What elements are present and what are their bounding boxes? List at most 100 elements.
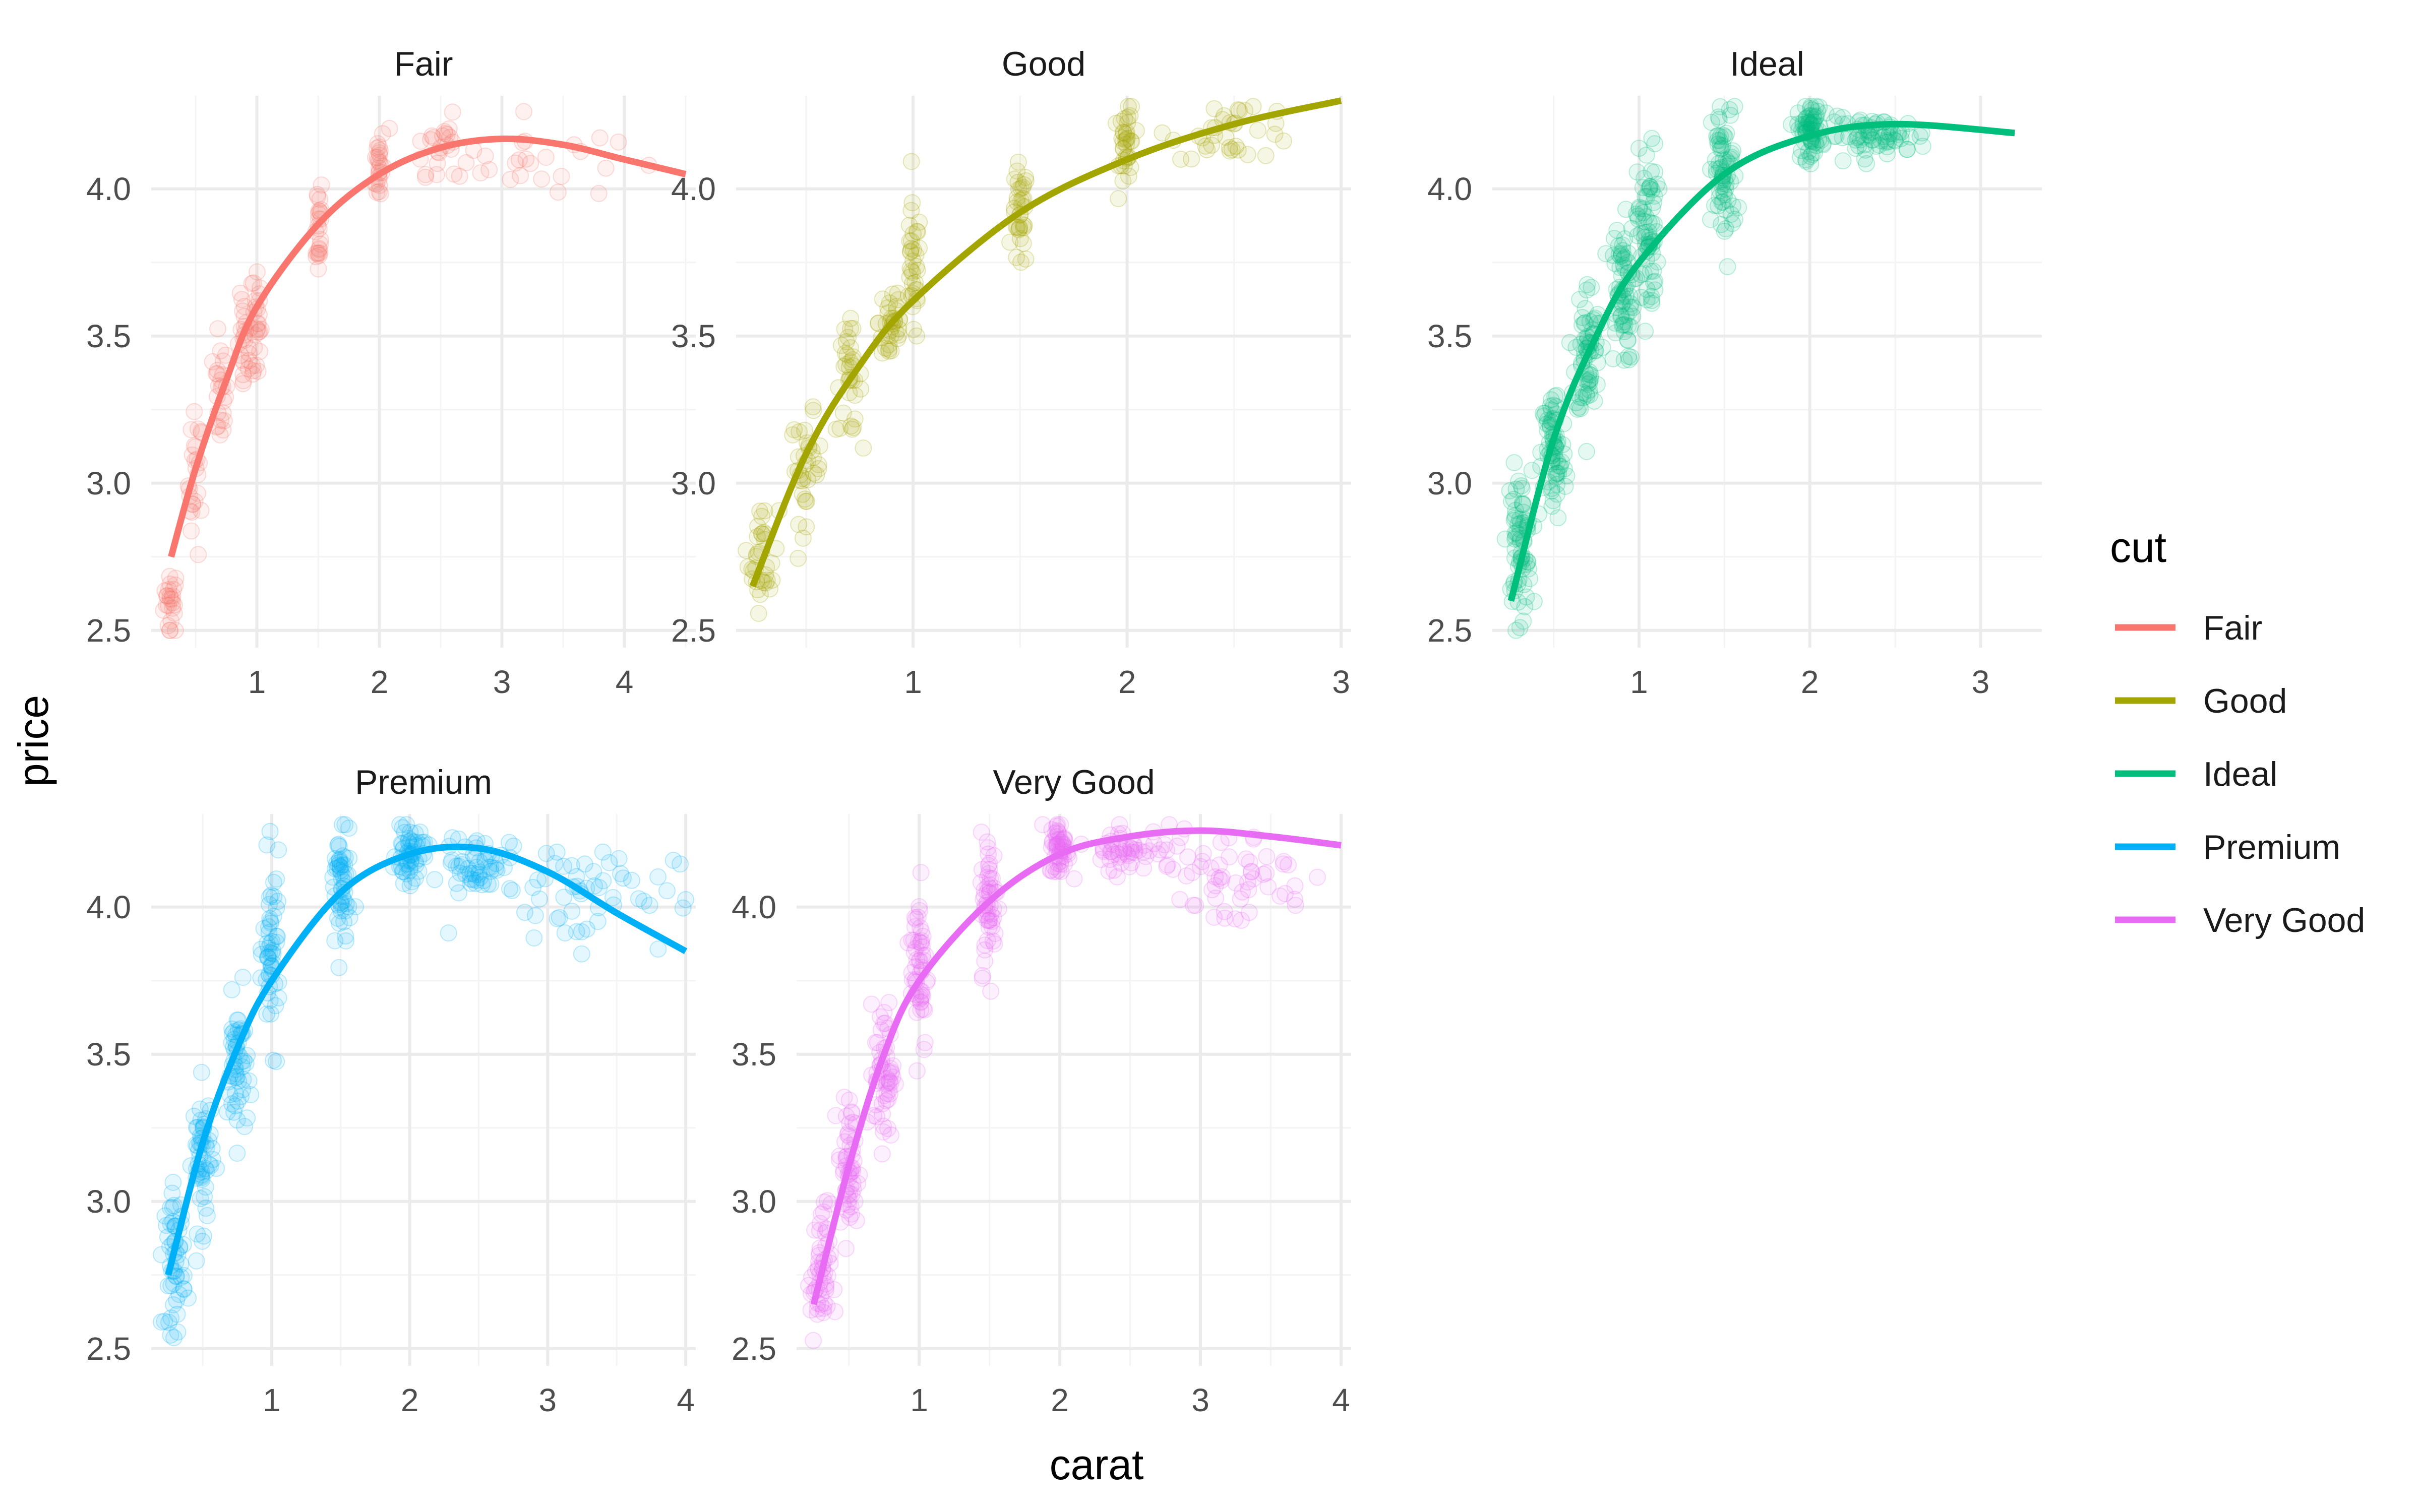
data-point <box>1505 454 1523 471</box>
data-point <box>1100 862 1118 880</box>
data-point <box>798 492 815 510</box>
data-point <box>1011 219 1028 236</box>
data-point <box>979 833 996 851</box>
data-point <box>911 239 928 257</box>
data-point <box>1803 146 1821 163</box>
data-point <box>407 856 425 873</box>
data-point <box>1216 903 1233 920</box>
data-point <box>979 868 996 886</box>
data-point <box>251 343 269 360</box>
data-point <box>1797 151 1814 168</box>
data-point <box>839 329 857 346</box>
data-point <box>1809 102 1827 120</box>
data-point <box>1280 856 1297 874</box>
data-point <box>1612 308 1629 326</box>
data-point <box>165 1296 182 1313</box>
data-point <box>843 1205 860 1223</box>
data-point <box>235 355 253 372</box>
data-point <box>1629 210 1647 228</box>
data-point <box>908 223 926 240</box>
data-point <box>1016 217 1033 234</box>
data-point <box>1017 250 1035 268</box>
data-point <box>911 990 929 1007</box>
panel-very-good: Very Good 2.5 3.0 3.5 4.0 1 2 3 4 <box>732 763 1351 1418</box>
data-point <box>309 244 326 262</box>
data-point <box>1807 137 1825 154</box>
data-point <box>337 865 354 883</box>
data-point <box>412 133 430 150</box>
data-point <box>264 945 282 963</box>
data-point <box>1615 323 1633 341</box>
data-point <box>1712 140 1729 158</box>
data-point <box>1205 909 1223 926</box>
x-tick-label: 1 <box>904 664 922 700</box>
data-point <box>546 855 564 872</box>
data-point <box>476 147 494 165</box>
data-point <box>907 939 925 957</box>
data-point <box>533 170 551 188</box>
data-point <box>1549 509 1567 527</box>
data-point <box>981 861 998 878</box>
data-point <box>369 140 386 157</box>
data-point <box>1048 863 1065 880</box>
fit-line <box>810 827 1342 1305</box>
x-tick-label: 1 <box>910 1382 928 1418</box>
data-point <box>270 841 287 859</box>
data-point <box>904 252 922 270</box>
data-point <box>841 1115 859 1132</box>
data-point <box>902 262 920 280</box>
data-point <box>464 865 482 882</box>
data-point <box>825 1281 843 1298</box>
data-point <box>165 1329 183 1347</box>
data-point <box>901 243 919 261</box>
data-point <box>841 1209 859 1226</box>
data-point <box>461 865 479 883</box>
data-point <box>1119 108 1137 126</box>
data-point <box>1017 172 1035 190</box>
data-point <box>911 213 928 231</box>
data-point <box>1621 287 1639 305</box>
data-point <box>183 522 200 540</box>
data-point <box>1118 131 1136 148</box>
data-point <box>192 1190 209 1207</box>
data-point <box>844 320 862 337</box>
data-point <box>223 981 240 998</box>
data-point <box>337 927 354 945</box>
data-point <box>677 891 694 908</box>
data-point <box>1635 200 1652 218</box>
data-point <box>1008 193 1026 211</box>
data-point <box>1232 890 1249 908</box>
data-point <box>1152 841 1169 859</box>
data-point <box>429 155 446 172</box>
data-point <box>827 1107 844 1124</box>
data-point <box>1709 132 1726 149</box>
fit-line <box>165 843 688 1276</box>
y-tick-label: 4.0 <box>671 171 716 207</box>
y-tick-label: 3.0 <box>1427 465 1472 501</box>
legend-label: Good <box>2203 682 2287 720</box>
data-point <box>436 123 453 141</box>
data-point <box>402 832 420 850</box>
data-point <box>1802 155 1820 172</box>
data-point <box>784 426 802 444</box>
data-point <box>208 1160 225 1177</box>
data-point <box>517 150 535 168</box>
data-point <box>238 1047 256 1064</box>
data-point <box>1178 867 1195 885</box>
data-point <box>981 876 999 894</box>
data-point <box>908 951 926 968</box>
data-point <box>1049 831 1066 848</box>
data-point <box>436 125 454 142</box>
data-point <box>1621 298 1639 316</box>
data-point <box>235 1052 253 1070</box>
y-tick-label: 4.0 <box>1427 171 1472 207</box>
data-point <box>335 868 352 886</box>
y-tick-label: 2.5 <box>86 612 131 649</box>
data-point <box>1202 859 1220 877</box>
data-point <box>1650 180 1668 198</box>
data-point <box>236 1118 253 1136</box>
y-tick-label: 2.5 <box>671 612 716 649</box>
data-point <box>1052 816 1069 834</box>
data-point <box>268 933 285 951</box>
fit-line <box>1507 120 2015 602</box>
